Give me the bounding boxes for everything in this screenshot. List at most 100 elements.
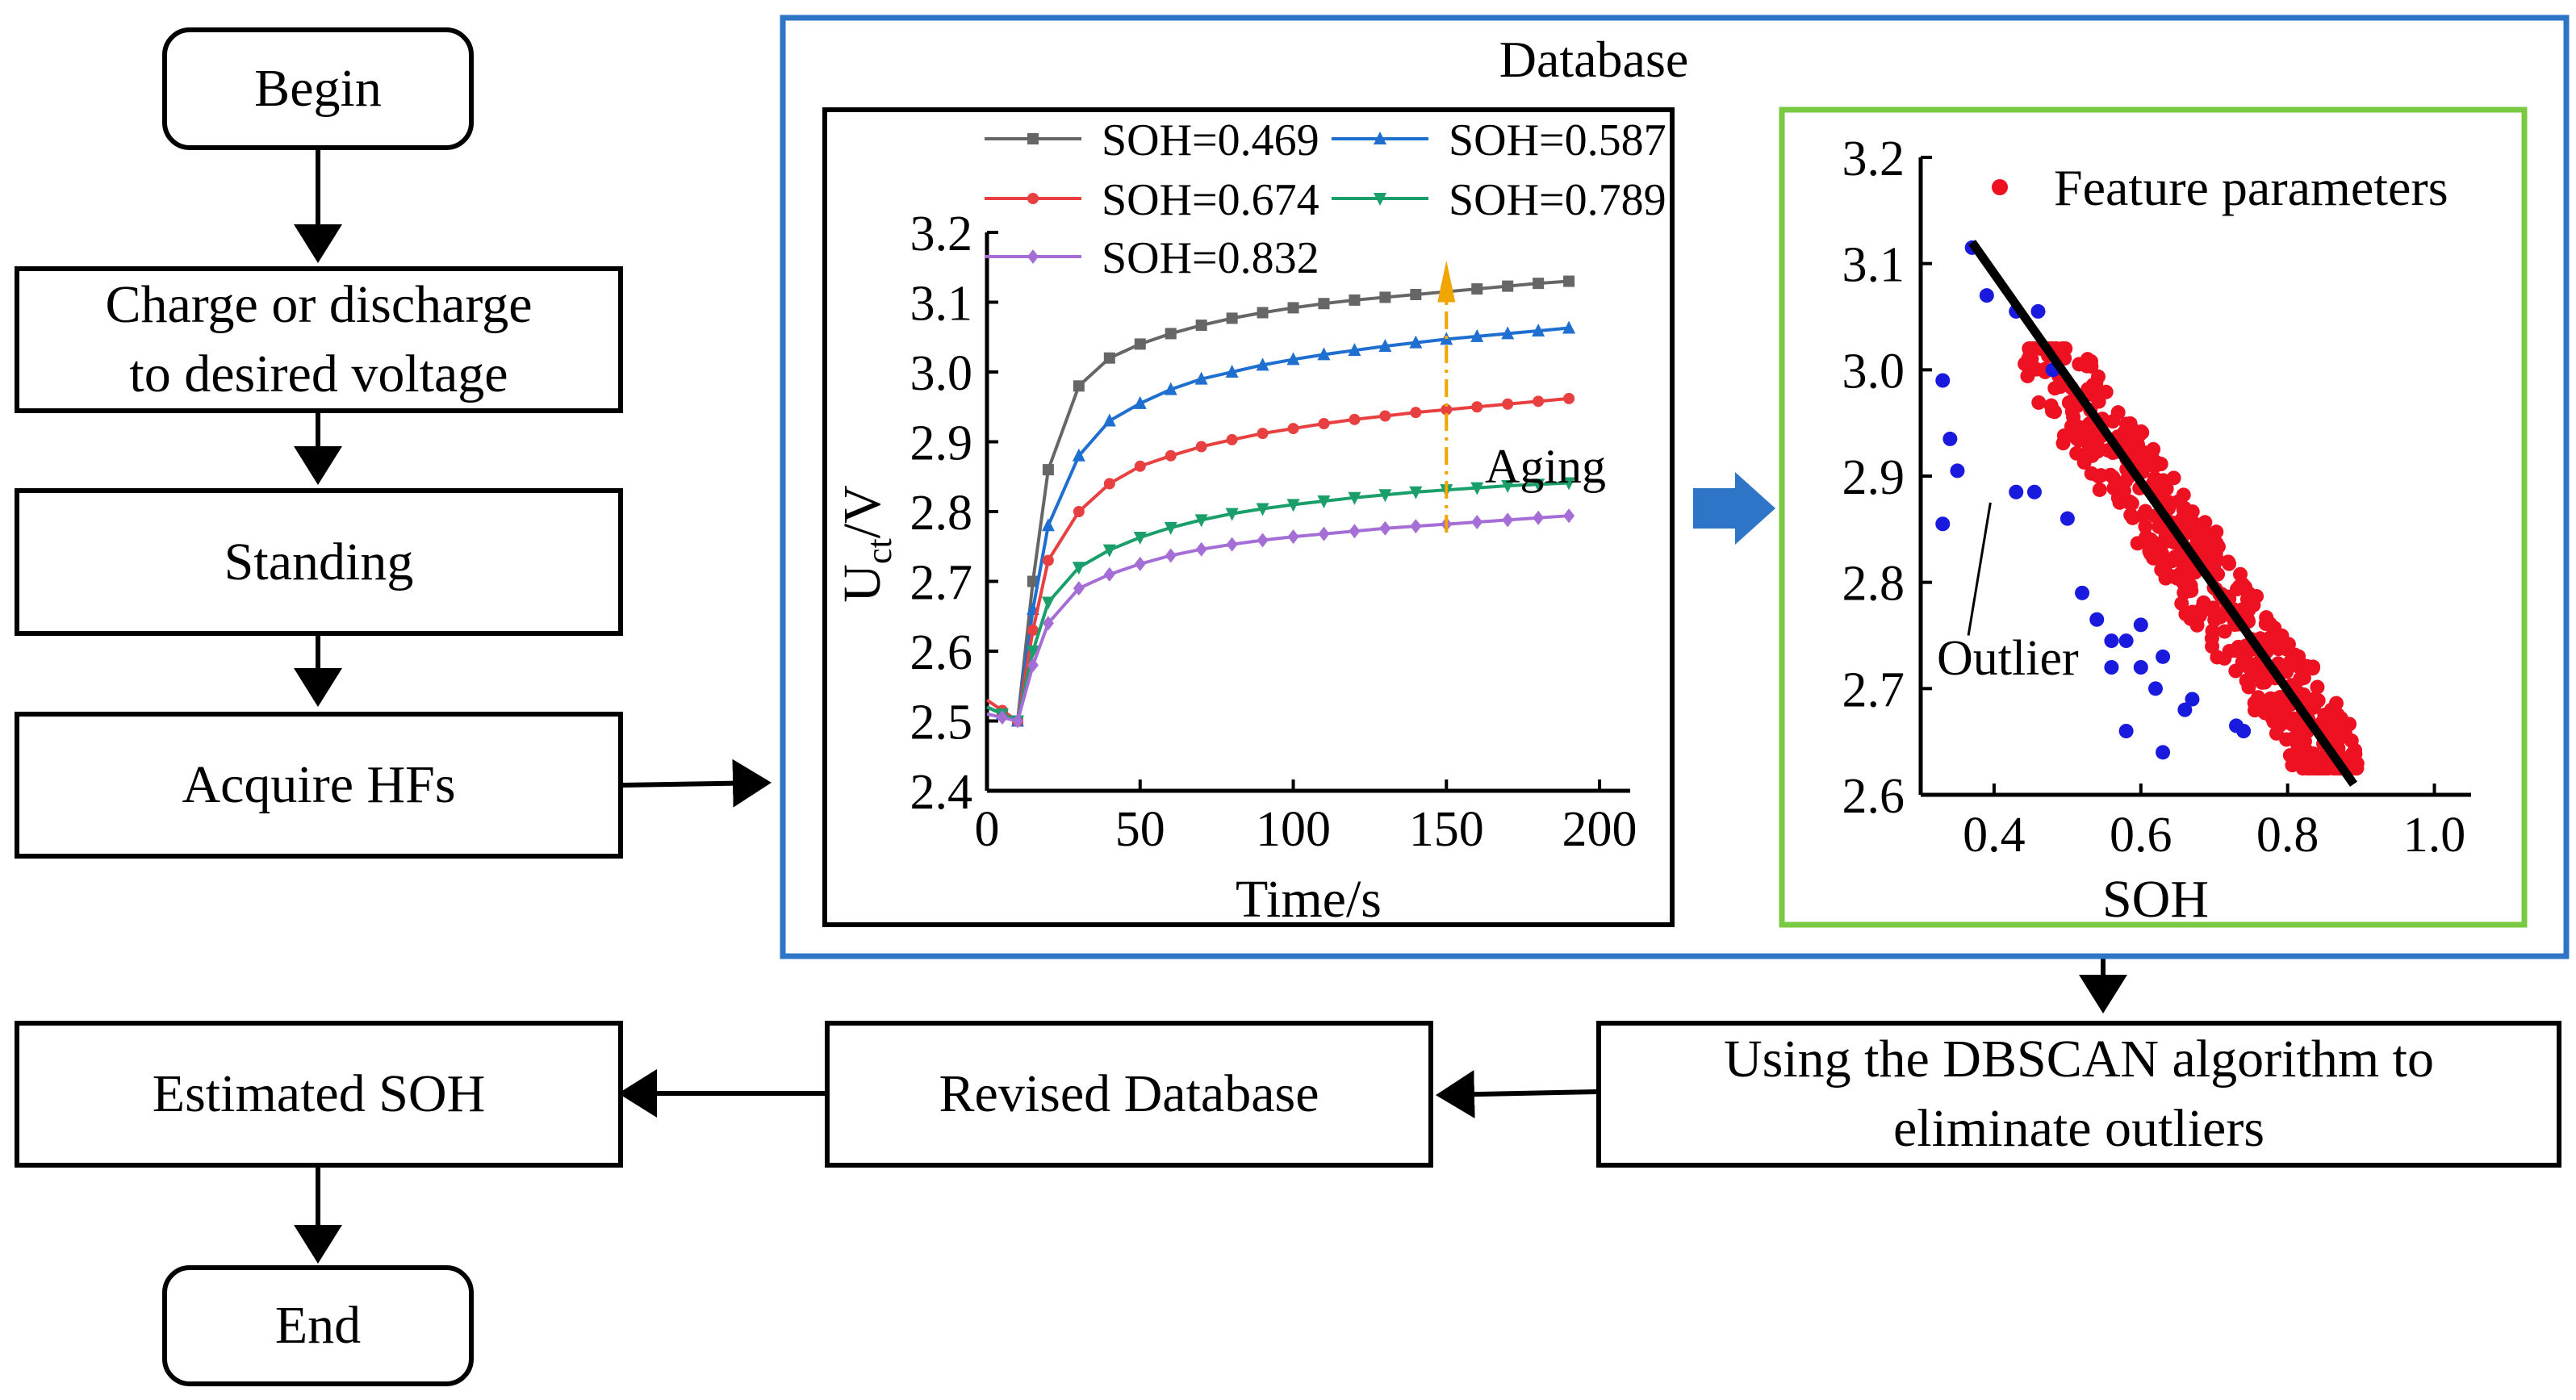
estimated-node: Estimated SOH <box>15 1021 623 1168</box>
inlier-point <box>2310 679 2325 695</box>
inlier-point <box>2110 405 2126 420</box>
inlier-point <box>2159 530 2174 545</box>
inlier-point <box>2285 711 2300 726</box>
data-point <box>1042 616 1054 631</box>
data-point <box>1257 533 1269 548</box>
end-label: End <box>274 1296 362 1356</box>
legend-item: SOH=0.587 <box>1332 115 1666 165</box>
inlier-point <box>2056 428 2072 443</box>
outlier-point <box>1950 463 1965 479</box>
y-label-subscript: ct <box>859 538 899 564</box>
inlier-point <box>2269 692 2284 707</box>
inlier-point <box>2166 470 2181 486</box>
y-axis-label: Uct/V <box>833 485 899 602</box>
outlier-point <box>2177 702 2193 717</box>
inlier-point <box>2298 660 2314 675</box>
data-point <box>1195 441 1207 453</box>
data-point <box>1318 298 1330 310</box>
inlier-point <box>2138 504 2153 519</box>
inlier-point <box>2118 416 2134 432</box>
outlier-label: Outlier <box>1937 631 2079 686</box>
inlier-point <box>2072 357 2087 372</box>
outlier-points <box>1935 240 2252 760</box>
aging-arrow-head <box>1437 260 1456 303</box>
data-point <box>1256 357 1269 371</box>
legend-label: SOH=0.832 <box>1102 233 1319 283</box>
outlier-point <box>2156 745 2171 760</box>
legend-label: SOH=0.789 <box>1449 175 1666 225</box>
inlier-point <box>2176 487 2191 503</box>
y-tick-label: 3.2 <box>1842 132 1905 186</box>
inlier-point <box>2098 384 2114 399</box>
data-point <box>1502 512 1514 528</box>
y-tick-label: 2.4 <box>910 765 973 820</box>
inlier-point <box>2342 717 2357 732</box>
inlier-point <box>2047 404 2062 420</box>
y-tick-label: 2.9 <box>910 416 973 471</box>
inlier-point <box>2317 707 2332 722</box>
data-point <box>1410 519 1422 534</box>
inlier-point <box>2020 369 2035 384</box>
x-tick-label: 0 <box>975 802 1000 857</box>
estimated-label: Estimated SOH <box>152 1064 486 1124</box>
data-point <box>1134 338 1146 350</box>
legend-label: SOH=0.674 <box>1102 175 1319 225</box>
inlier-point <box>2285 758 2300 773</box>
inlier-point <box>2123 508 2139 523</box>
data-point <box>1133 532 1147 545</box>
data-point <box>1027 625 1039 637</box>
series-line <box>986 279 1570 724</box>
x-tick-label: 150 <box>1409 802 1484 857</box>
revised-label: Revised Database <box>939 1064 1319 1124</box>
data-point <box>1378 489 1392 503</box>
data-point <box>1502 398 1514 410</box>
y-tick-label: 3.0 <box>1842 344 1905 399</box>
data-point <box>1027 575 1039 587</box>
inlier-point <box>2297 733 2312 749</box>
y-tick-label: 3.0 <box>910 346 973 401</box>
x-tick-label: 0.4 <box>1963 808 2026 863</box>
data-point <box>1194 514 1208 528</box>
inlier-point <box>2185 515 2201 530</box>
inlier-point <box>2112 495 2127 510</box>
outlier-point <box>2236 724 2252 738</box>
data-point <box>1471 283 1483 295</box>
data-point <box>1349 413 1361 425</box>
data-point <box>1563 508 1575 524</box>
data-point <box>1317 347 1331 361</box>
x-tick-label: 200 <box>1562 802 1637 857</box>
outlier-point <box>2030 303 2046 319</box>
inlier-point <box>2293 671 2308 687</box>
y-tick-label: 3.1 <box>1842 238 1905 293</box>
legend-item: SOH=0.469 <box>985 115 1319 165</box>
inlier-point <box>2064 403 2080 419</box>
inlier-point <box>2143 532 2159 547</box>
data-point <box>1072 562 1085 575</box>
data-point <box>1563 275 1575 287</box>
standing-node: Standing <box>15 488 623 636</box>
x-tick-label: 1.0 <box>2403 808 2466 863</box>
inlier-point <box>2286 730 2302 746</box>
arrow-dbscan-to-revised <box>1436 1070 1597 1119</box>
data-point <box>1226 433 1238 445</box>
inlier-point <box>2301 692 2316 708</box>
data-point <box>1041 596 1055 610</box>
data-point <box>1287 302 1299 314</box>
data-point <box>1287 529 1299 545</box>
data-point <box>1562 320 1576 334</box>
inlier-point <box>2147 459 2162 474</box>
series-SOH=0.832 <box>986 508 1575 729</box>
legend-label: SOH=0.587 <box>1449 115 1666 165</box>
data-point <box>1164 382 1177 395</box>
inlier-point <box>2217 624 2232 639</box>
data-point <box>1379 291 1391 303</box>
legend-item: SOH=0.674 <box>985 175 1319 225</box>
data-point <box>1287 423 1299 435</box>
charge-node: Charge or discharge to desired voltage <box>15 266 623 413</box>
inlier-point <box>2106 470 2121 485</box>
inlier-point <box>2053 379 2068 395</box>
inlier-point <box>2138 519 2153 534</box>
data-point <box>1379 520 1391 536</box>
data-point <box>1409 486 1423 499</box>
begin-node: Begin <box>162 27 474 150</box>
